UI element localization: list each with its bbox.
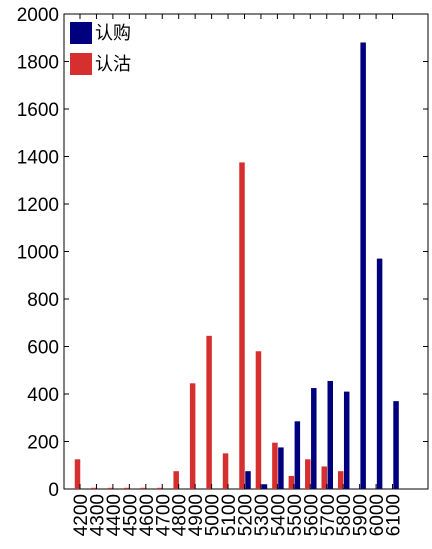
x-tick-label: 4600 — [137, 494, 158, 536]
bar-put-4300 — [91, 487, 97, 489]
legend-label-put: 认沽 — [95, 54, 131, 75]
x-tick-label: 5200 — [236, 494, 257, 536]
bar-call-5700 — [327, 380, 333, 489]
x-tick-label: 5000 — [203, 494, 224, 536]
y-tick-label: 1600 — [17, 100, 59, 121]
bar-put-4900 — [189, 383, 196, 489]
y-tick-label: 0 — [48, 480, 59, 501]
y-tick-label: 1400 — [17, 148, 59, 169]
y-tick-label: 1200 — [17, 195, 59, 216]
y-tick-label: 200 — [27, 433, 59, 454]
y-tick-label: 1000 — [17, 243, 59, 264]
y-tick-label: 600 — [27, 338, 59, 359]
y-tick-label: 2000 — [17, 5, 59, 26]
bar-put-5000 — [206, 335, 212, 489]
bar-put-4400 — [107, 487, 114, 489]
bar-put-5100 — [222, 453, 229, 489]
x-tick-label: 5700 — [318, 494, 339, 536]
x-tick-label: 4700 — [153, 494, 174, 536]
bar-call-5800 — [343, 391, 350, 489]
x-tick-label: 4900 — [186, 494, 207, 536]
x-tick-label: 4800 — [170, 494, 191, 536]
bar-put-5600 — [305, 459, 311, 489]
bar-put-5500 — [288, 475, 295, 489]
x-tick-label: 5400 — [268, 494, 289, 536]
bars-group — [74, 42, 399, 489]
bar-call-6000 — [376, 258, 383, 489]
bar-call-5200 — [245, 471, 251, 489]
bar-put-5200 — [239, 162, 245, 489]
x-tick-label: 4200 — [71, 494, 92, 536]
bar-call-5400 — [278, 447, 284, 489]
x-tick-label: 4300 — [87, 494, 108, 536]
x-tick-label: 4500 — [120, 494, 141, 536]
plot-area — [63, 13, 429, 490]
legend-label-call: 认购 — [95, 23, 131, 44]
x-tick-label: 6100 — [384, 494, 405, 536]
bar-put-4800 — [173, 471, 179, 489]
x-tick-label: 5900 — [351, 494, 372, 536]
bar-put-5400 — [272, 442, 278, 489]
y-tick-label: 1800 — [17, 53, 59, 74]
bar-call-5500 — [294, 421, 301, 489]
bar-put-5800 — [337, 471, 344, 489]
legend-swatch-put — [70, 53, 92, 75]
legend: 认购 认沽 — [70, 22, 131, 75]
bar-put-5700 — [321, 466, 327, 489]
bar-call-5300 — [261, 484, 268, 489]
bar-put-4600 — [140, 487, 147, 489]
x-tick-label: 5800 — [334, 494, 355, 536]
x-tick-label: 5300 — [252, 494, 273, 536]
x-tick-label: 5100 — [219, 494, 240, 536]
legend-swatch-call — [70, 22, 92, 44]
bar-call-6100 — [393, 401, 399, 489]
y-axis: 0 200 400 600 800 1000 1200 1400 1600 1800 2000 — [17, 5, 428, 501]
x-tick-label: 5500 — [285, 494, 306, 536]
x-axis: 4200430044004500460047004800490050005100… — [71, 14, 405, 536]
bar-call-5900 — [360, 42, 366, 489]
x-tick-label: 4400 — [104, 494, 125, 536]
bar-put-5300 — [255, 351, 262, 489]
bar-put-4200 — [74, 459, 81, 489]
bar-put-4700 — [157, 487, 163, 489]
y-tick-label: 400 — [27, 385, 59, 406]
x-tick-label: 5600 — [301, 494, 322, 536]
y-tick-label: 800 — [27, 290, 59, 311]
bar-call-5600 — [311, 388, 317, 489]
bar-put-4500 — [124, 487, 130, 489]
x-tick-label: 6000 — [367, 494, 388, 536]
